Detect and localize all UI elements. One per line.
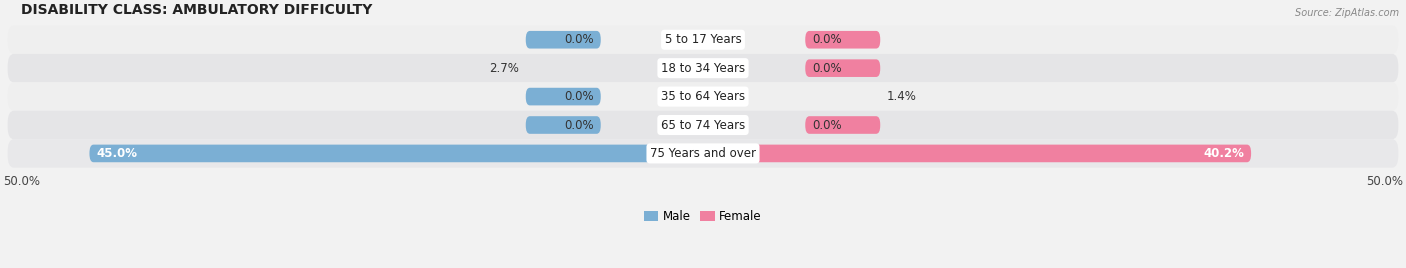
Text: 0.0%: 0.0% [564,90,593,103]
Text: 75 Years and over: 75 Years and over [650,147,756,160]
FancyBboxPatch shape [666,59,703,77]
FancyBboxPatch shape [806,116,880,134]
Text: 0.0%: 0.0% [813,62,842,75]
Text: 1.4%: 1.4% [887,90,917,103]
Text: DISABILITY CLASS: AMBULATORY DIFFICULTY: DISABILITY CLASS: AMBULATORY DIFFICULTY [21,3,373,17]
Text: 0.0%: 0.0% [813,33,842,46]
FancyBboxPatch shape [90,145,703,162]
Legend: Male, Female: Male, Female [640,205,766,228]
FancyBboxPatch shape [7,139,1399,168]
Text: 18 to 34 Years: 18 to 34 Years [661,62,745,75]
FancyBboxPatch shape [7,54,1399,82]
FancyBboxPatch shape [526,88,600,105]
FancyBboxPatch shape [7,82,1399,111]
Text: 0.0%: 0.0% [564,33,593,46]
Text: 5 to 17 Years: 5 to 17 Years [665,33,741,46]
Text: 0.0%: 0.0% [813,118,842,132]
Text: 0.0%: 0.0% [564,118,593,132]
FancyBboxPatch shape [7,25,1399,54]
FancyBboxPatch shape [703,88,723,105]
Text: Source: ZipAtlas.com: Source: ZipAtlas.com [1295,8,1399,18]
FancyBboxPatch shape [526,116,600,134]
FancyBboxPatch shape [526,31,600,49]
Text: 45.0%: 45.0% [96,147,138,160]
FancyBboxPatch shape [703,145,1251,162]
Text: 40.2%: 40.2% [1204,147,1244,160]
Text: 65 to 74 Years: 65 to 74 Years [661,118,745,132]
FancyBboxPatch shape [7,111,1399,139]
FancyBboxPatch shape [806,59,880,77]
Text: 2.7%: 2.7% [489,62,519,75]
FancyBboxPatch shape [806,31,880,49]
Text: 35 to 64 Years: 35 to 64 Years [661,90,745,103]
